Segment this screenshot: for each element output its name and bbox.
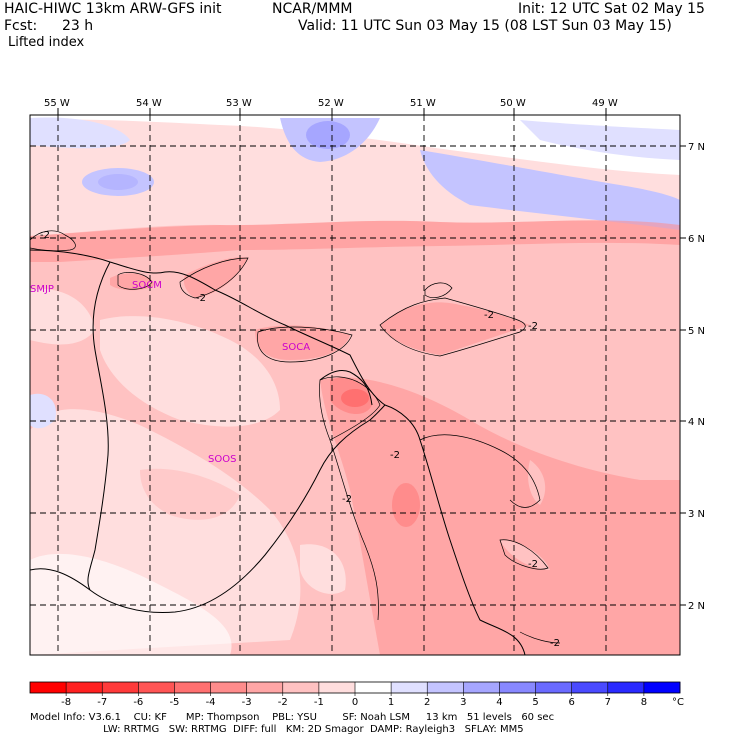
lat-label-2n: 2 N	[688, 601, 705, 612]
colorbar-swatch	[643, 682, 681, 693]
contour-lines	[30, 230, 561, 644]
colorbar-label: -3	[242, 697, 252, 708]
colorbar-label: 0	[352, 697, 358, 708]
colorbar-swatch	[535, 682, 573, 693]
colorbar-swatch	[30, 682, 67, 693]
colorbar-label: 2	[424, 697, 430, 708]
colorbar-swatch	[499, 682, 536, 693]
colorbar-swatch	[138, 682, 175, 693]
lon-label-49w: 49 W	[592, 98, 618, 109]
colorbar-swatch	[102, 682, 139, 693]
colorbar-swatch	[427, 682, 464, 693]
lifted-index-field	[30, 115, 680, 655]
colorbar-label: 6	[568, 697, 574, 708]
lat-label-6n: 6 N	[688, 234, 705, 245]
station-smjp: SMJP	[30, 284, 54, 295]
contour-label: -2	[550, 638, 560, 649]
colorbar-label: 4	[496, 697, 502, 708]
colorbar-label: 3	[460, 697, 466, 708]
colorbar-swatch	[282, 682, 320, 693]
model-info-line2: LW: RRTMG SW: RRTMG DIFF: full KM: 2D Sm…	[30, 724, 524, 735]
lon-label-51w: 51 W	[410, 98, 436, 109]
station-socm: SOCM	[132, 280, 162, 291]
colorbar-label: -2	[278, 697, 288, 708]
colorbar-label: -7	[97, 697, 107, 708]
colorbar-swatch	[571, 682, 609, 693]
field-name: Lifted index	[8, 35, 85, 50]
lon-label-52w: 52 W	[318, 98, 344, 109]
colorbar-swatch	[463, 682, 500, 693]
lat-label-5n: 5 N	[688, 326, 705, 337]
colorbar-label: -5	[169, 697, 179, 708]
contour-label: -2	[484, 310, 494, 321]
station-soos: SOOS	[208, 454, 236, 465]
contour-label: -2	[528, 321, 538, 332]
contour-label: -2	[390, 450, 400, 461]
colorbar-swatch	[318, 682, 356, 693]
station-soca: SOCA	[282, 342, 310, 353]
colorbar-swatch	[66, 682, 103, 693]
colorbar-swatch	[391, 682, 428, 693]
colorbar-swatch	[174, 682, 211, 693]
colorbar-label: -8	[61, 697, 71, 708]
forecast-hour: 23 h	[62, 18, 94, 34]
contour-label: -2	[40, 230, 50, 241]
init-time: Init: 12 UTC Sat 02 May 15	[518, 1, 705, 17]
colorbar-labels: -8 -7 -6 -5 -4 -3 -2 -1 0 1 2 3 4 5 6 7 8	[61, 697, 647, 708]
colorbar-swatch	[607, 682, 645, 693]
lon-label-50w: 50 W	[500, 98, 526, 109]
colorbar-swatch	[210, 682, 248, 693]
organization: NCAR/MMM	[272, 1, 353, 17]
colorbar-label: -1	[314, 697, 324, 708]
colorbar-label: -6	[133, 697, 143, 708]
lon-label-54w: 54 W	[136, 98, 162, 109]
colorbar-swatch	[246, 682, 284, 693]
colorbar-label: 5	[532, 697, 538, 708]
valid-time: Valid: 11 UTC Sun 03 May 15 (08 LST Sun …	[298, 18, 672, 34]
contour-label: -2	[528, 559, 538, 570]
lat-label-3n: 3 N	[688, 509, 705, 520]
colorbar-label: 8	[641, 697, 647, 708]
lat-lon-grid	[30, 115, 680, 655]
model-info-line1: Model Info: V3.6.1 CU: KF MP: Thompson P…	[30, 712, 555, 723]
lat-label-4n: 4 N	[688, 417, 705, 428]
map-frame	[29, 114, 681, 656]
colorbar-label: 1	[388, 697, 394, 708]
lat-label-7n: 7 N	[688, 142, 705, 153]
tick-marks	[57, 108, 686, 606]
colorbar-label: 7	[605, 697, 611, 708]
colorbar-unit: °C	[672, 697, 684, 708]
contour-label: -2	[196, 293, 206, 304]
colorbar-swatch	[355, 682, 392, 693]
coastline	[30, 249, 526, 655]
forecast-label: Fcst:	[4, 18, 38, 34]
lon-label-53w: 53 W	[226, 98, 252, 109]
contour-label: -2	[342, 494, 352, 505]
model-title: HAIC-HIWC 13km ARW-GFS init	[4, 1, 222, 17]
lon-label-55w: 55 W	[44, 98, 70, 109]
colorbar	[29, 681, 681, 696]
colorbar-label: -4	[206, 697, 216, 708]
